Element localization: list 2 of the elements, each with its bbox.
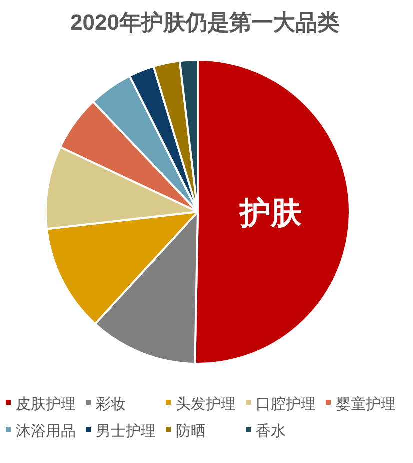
title: 2020年护肤仍是第一大品类 — [70, 10, 340, 35]
annotation: 护肤 — [240, 196, 302, 231]
